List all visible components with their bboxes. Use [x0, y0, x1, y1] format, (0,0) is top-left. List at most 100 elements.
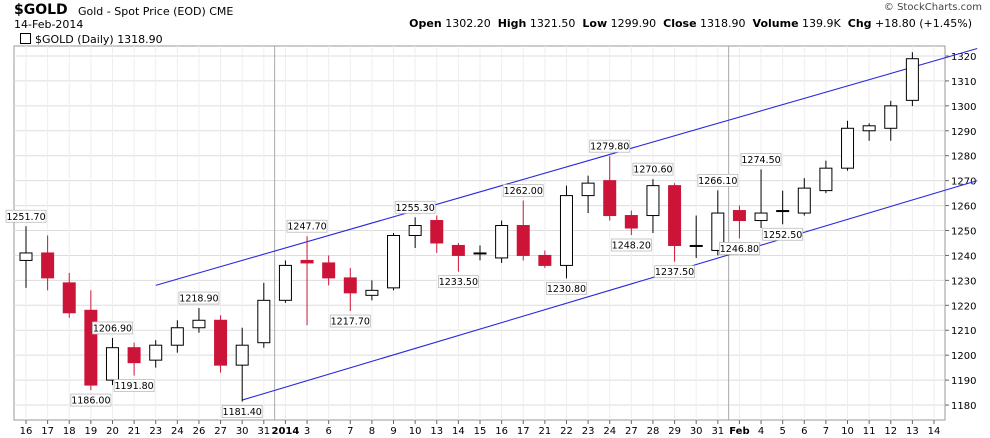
x-tick-label: 23	[149, 426, 162, 437]
candle-body	[754, 212, 768, 222]
candle-body	[84, 309, 98, 386]
price-label-box	[697, 173, 739, 187]
candle-body	[603, 180, 617, 217]
price-label-box	[589, 139, 631, 153]
x-tick-label: 7	[823, 426, 829, 437]
price-label-box	[610, 238, 652, 252]
symbol-title: $GOLD	[14, 2, 68, 18]
x-tick-label: 17	[41, 426, 54, 437]
x-tick-label: 26	[193, 426, 206, 437]
x-tick-label: 15	[474, 426, 487, 437]
candle-body	[624, 215, 638, 229]
candle-body	[214, 319, 228, 366]
candle-body	[170, 327, 184, 346]
candle-body	[473, 252, 487, 255]
price-label-box	[632, 162, 674, 176]
chart-legend: $GOLD (Daily) 1318.90	[20, 33, 163, 46]
y-tick-label: 1200	[951, 351, 976, 362]
x-tick-label: 2014	[272, 426, 300, 437]
candle-body	[797, 187, 811, 214]
legend-text: $GOLD (Daily) 1318.90	[35, 33, 163, 46]
y-tick-label: 1270	[951, 177, 976, 188]
x-tick-label: 16	[495, 426, 508, 437]
candle-body	[451, 244, 465, 256]
x-tick-label: 14	[452, 426, 465, 437]
candle-body	[257, 299, 271, 344]
y-tick-label: 1230	[951, 276, 976, 287]
candle-body	[365, 289, 379, 296]
close-value: 1318.90	[700, 17, 746, 30]
candle-body	[905, 58, 919, 101]
candle-body	[149, 344, 163, 361]
candle-body	[841, 127, 855, 169]
candle-body	[41, 252, 55, 279]
candle-body	[235, 344, 249, 366]
candle-body	[689, 244, 703, 247]
x-tick-label: 11	[863, 426, 876, 437]
candle-body	[322, 262, 336, 279]
x-tick-label: 6	[801, 426, 807, 437]
price-label: 1246.80	[720, 244, 759, 255]
price-label-box	[762, 227, 804, 241]
price-label-box	[92, 321, 133, 335]
candle-body	[105, 347, 119, 381]
candle-body	[516, 225, 530, 256]
price-label-box	[178, 291, 220, 305]
price-label: 1251.70	[6, 212, 45, 223]
price-label-box	[502, 184, 544, 197]
price-label: 1247.70	[287, 222, 326, 233]
x-tick-label: 8	[369, 426, 375, 437]
price-label-box	[546, 281, 587, 295]
x-tick-label: 20	[106, 426, 119, 437]
chart-date: 14-Feb-2014	[14, 18, 84, 31]
x-tick-label: 27	[625, 426, 638, 437]
price-label: 1237.50	[655, 267, 694, 278]
y-tick-label: 1260	[951, 202, 976, 213]
y-tick-label: 1300	[951, 102, 976, 113]
x-tick-label: 30	[690, 426, 703, 437]
x-tick-label: 3	[304, 426, 310, 437]
price-label-box	[394, 200, 436, 214]
price-label: 1252.50	[763, 230, 802, 241]
y-tick-label: 1180	[951, 401, 976, 412]
price-label: 1270.60	[633, 165, 672, 176]
x-tick-label: 14	[928, 426, 941, 437]
candle-body	[581, 182, 595, 197]
candle-body	[387, 234, 401, 289]
x-tick-label: 24	[603, 426, 616, 437]
price-label: 1206.90	[93, 323, 132, 334]
x-tick-label: 24	[171, 426, 184, 437]
price-label-box	[654, 265, 695, 279]
y-tick-label: 1240	[951, 251, 976, 262]
price-label-box	[740, 153, 782, 166]
legend-swatch-icon	[20, 33, 31, 44]
symbol-description: Gold - Spot Price (EOD) CME	[78, 5, 234, 18]
x-tick-label: 31	[711, 426, 724, 437]
x-tick-label: 13	[430, 426, 443, 437]
volume-label: Volume	[752, 17, 799, 30]
x-tick-label: 4	[758, 426, 764, 437]
x-tick-label: 21	[128, 426, 141, 437]
price-label: 1248.20	[612, 240, 651, 251]
price-label: 1186.00	[71, 396, 110, 407]
x-tick-label: 28	[647, 426, 660, 437]
x-tick-label: 19	[84, 426, 97, 437]
y-tick-label: 1310	[951, 77, 976, 88]
price-label: 1255.30	[395, 203, 434, 214]
price-label-box	[286, 219, 328, 233]
x-tick-label: 30	[236, 426, 249, 437]
x-tick-label: 7	[347, 426, 353, 437]
price-label-box	[719, 242, 760, 255]
open-value: 1302.20	[445, 17, 491, 30]
x-tick-label: 10	[409, 426, 422, 437]
price-label: 1233.50	[439, 277, 478, 288]
candle-body	[300, 259, 314, 264]
price-label-box	[5, 209, 47, 223]
x-tick-label: 12	[884, 426, 897, 437]
price-label-box	[329, 314, 371, 328]
candle-body	[343, 277, 357, 294]
x-tick-label: 9	[390, 426, 396, 437]
candle-body	[646, 185, 660, 217]
brand-credit: © StockCharts.com	[883, 2, 982, 13]
